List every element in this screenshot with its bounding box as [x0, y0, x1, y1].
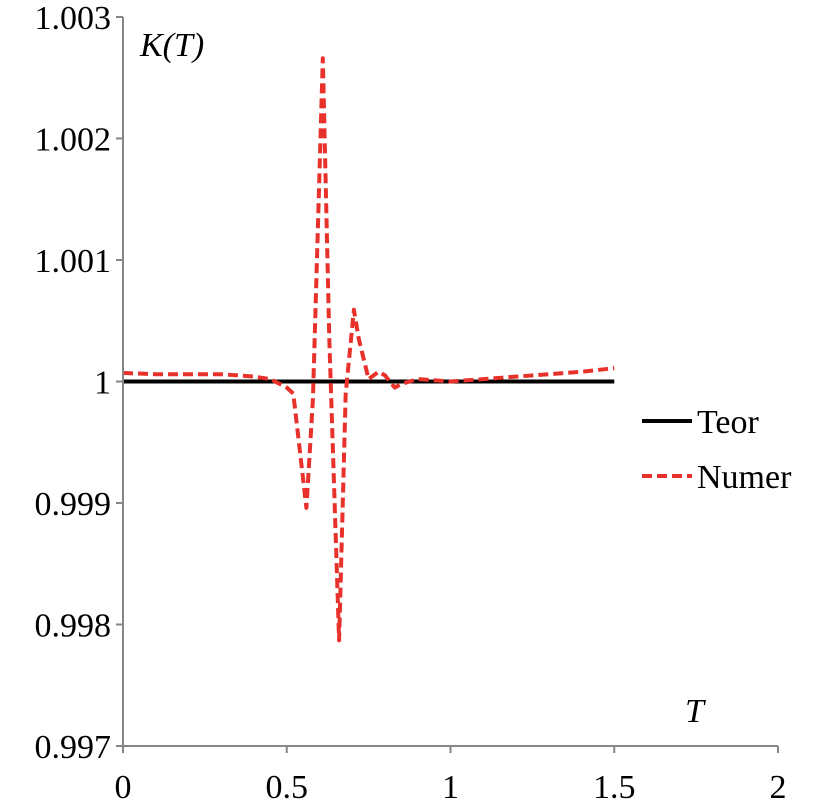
- axes: 0.997 0.998 0.999 1 1.001 1.002 1.003 0 0.5 1 1.5 2: [35, 0, 787, 806]
- x-tick-label: 0.5: [266, 769, 309, 806]
- x-axis-title: T: [685, 693, 706, 730]
- x-tick-label: 1.5: [593, 769, 636, 806]
- y-tick-label: 0.998: [35, 608, 112, 645]
- legend: Teor Numer: [642, 404, 792, 496]
- y-tick-label: 0.999: [35, 486, 112, 523]
- y-tick-label: 1.001: [35, 243, 112, 280]
- x-tick-label: 1: [442, 769, 459, 806]
- legend-label-numer: Numer: [697, 459, 792, 496]
- legend-label-teor: Teor: [697, 404, 759, 441]
- plot-area: [122, 56, 615, 643]
- y-tick-label: 1.003: [35, 0, 112, 37]
- y-tick-label: 1: [94, 365, 111, 402]
- y-axis-title: K(T): [139, 27, 204, 64]
- y-tick-label: 1.002: [35, 122, 112, 159]
- y-tick-label: 0.997: [35, 729, 112, 766]
- x-tick-label: 0: [115, 769, 132, 806]
- series-line-numer: [122, 56, 615, 643]
- x-tick-label: 2: [770, 769, 787, 806]
